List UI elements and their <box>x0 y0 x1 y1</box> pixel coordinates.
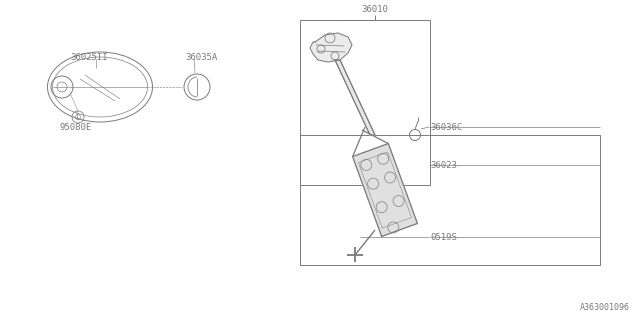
Text: 36010: 36010 <box>362 5 388 14</box>
Text: 36023: 36023 <box>430 161 457 170</box>
Polygon shape <box>353 144 417 236</box>
Text: 95080E: 95080E <box>60 124 92 132</box>
Text: 0519S: 0519S <box>430 233 457 242</box>
Bar <box>300 20 430 185</box>
Polygon shape <box>310 33 352 62</box>
Text: A363001096: A363001096 <box>580 303 630 312</box>
Text: 36035A: 36035A <box>185 52 217 61</box>
Bar <box>300 135 600 265</box>
Text: 36025II: 36025II <box>70 52 108 61</box>
Text: 36036C: 36036C <box>430 123 462 132</box>
Polygon shape <box>335 60 375 135</box>
